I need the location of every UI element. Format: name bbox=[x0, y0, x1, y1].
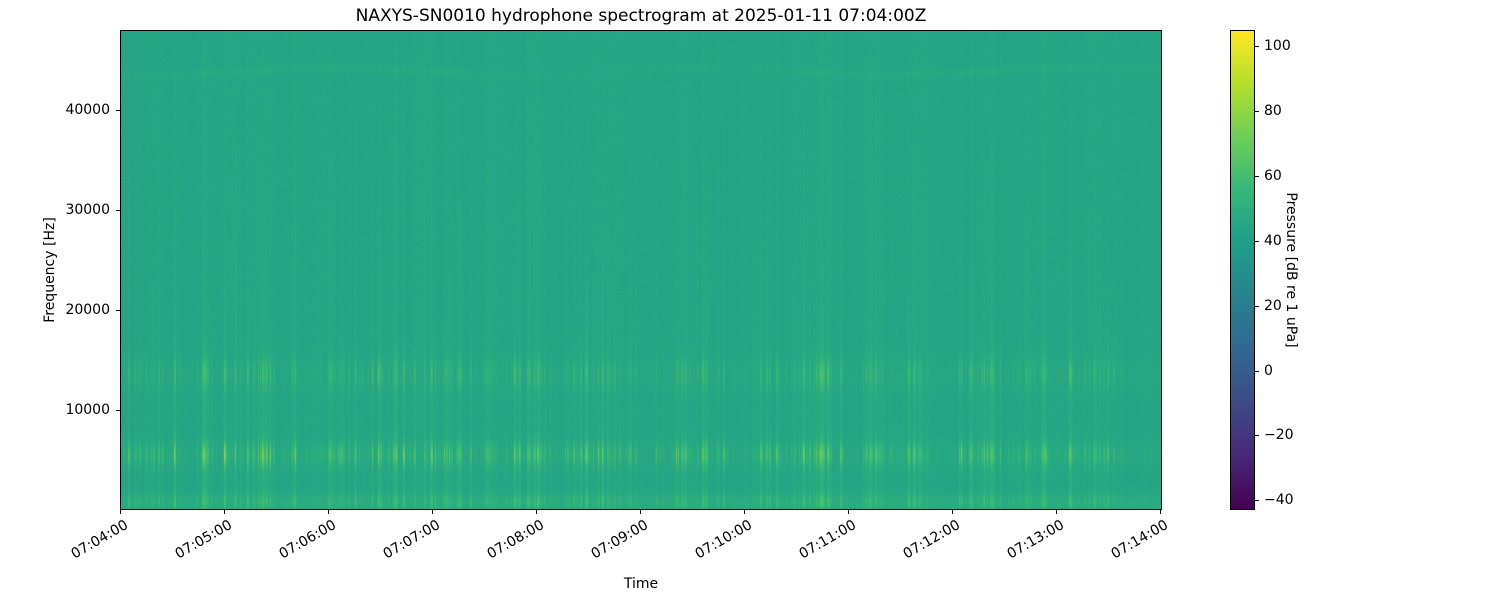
colorbar bbox=[1230, 30, 1255, 510]
y-tick-label: 10000 bbox=[65, 402, 110, 418]
colorbar-tick-label: 60 bbox=[1264, 168, 1282, 184]
colorbar-tick-mark bbox=[1255, 241, 1259, 242]
x-tick-mark bbox=[1160, 510, 1161, 514]
colorbar-tick-mark bbox=[1255, 111, 1259, 112]
x-tick-mark bbox=[744, 510, 745, 514]
x-tick-mark bbox=[432, 510, 433, 514]
x-axis-label: Time bbox=[623, 576, 659, 592]
colorbar-tick-label: −20 bbox=[1264, 427, 1294, 443]
x-tick-mark bbox=[952, 510, 953, 514]
colorbar-tick-label: 80 bbox=[1264, 103, 1282, 119]
y-tick-mark bbox=[116, 110, 120, 111]
colorbar-tick-label: 100 bbox=[1264, 38, 1291, 54]
colorbar-tick-mark bbox=[1255, 435, 1259, 436]
y-tick-label: 30000 bbox=[65, 202, 110, 218]
colorbar-tick-mark bbox=[1255, 500, 1259, 501]
x-tick-mark bbox=[640, 510, 641, 514]
y-tick-label: 40000 bbox=[65, 102, 110, 118]
colorbar-label: Pressure [dB re 1 uPa] bbox=[1283, 192, 1299, 348]
spectrogram-canvas bbox=[121, 31, 1161, 509]
x-tick-mark bbox=[224, 510, 225, 514]
chart-title: NAXYS-SN0010 hydrophone spectrogram at 2… bbox=[355, 6, 927, 26]
y-tick-mark bbox=[116, 310, 120, 311]
x-tick-mark bbox=[120, 510, 121, 514]
y-tick-mark bbox=[116, 210, 120, 211]
colorbar-tick-label: −40 bbox=[1264, 492, 1294, 508]
x-tick-mark bbox=[848, 510, 849, 514]
spectrogram-plot bbox=[120, 30, 1162, 510]
colorbar-tick-mark bbox=[1255, 46, 1259, 47]
y-tick-label: 20000 bbox=[65, 302, 110, 318]
colorbar-tick-label: 20 bbox=[1264, 298, 1282, 314]
x-tick-mark bbox=[328, 510, 329, 514]
x-tick-mark bbox=[536, 510, 537, 514]
y-tick-mark bbox=[116, 410, 120, 411]
colorbar-tick-label: 0 bbox=[1264, 363, 1273, 379]
colorbar-tick-mark bbox=[1255, 371, 1259, 372]
colorbar-tick-mark bbox=[1255, 306, 1259, 307]
colorbar-tick-label: 40 bbox=[1264, 233, 1282, 249]
colorbar-tick-mark bbox=[1255, 176, 1259, 177]
x-tick-mark bbox=[1056, 510, 1057, 514]
